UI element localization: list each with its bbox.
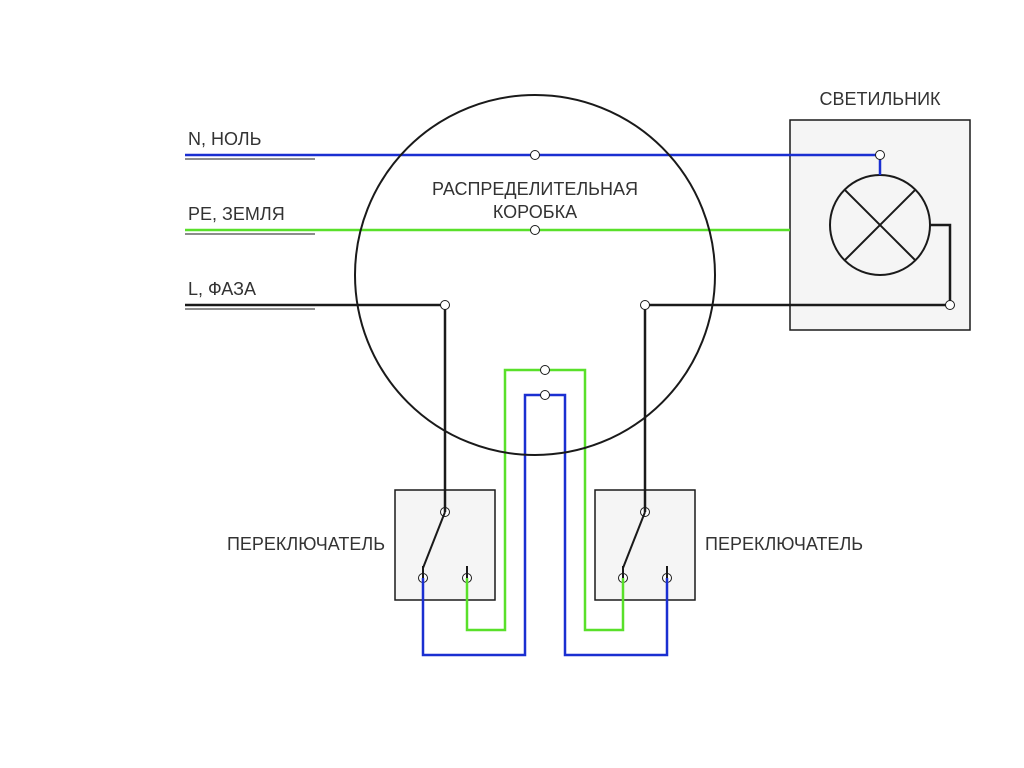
ground-label: PE, ЗЕМЛЯ (188, 204, 285, 224)
switch-right-label: ПЕРЕКЛЮЧАТЕЛЬ (705, 534, 863, 554)
node-lamp-neutral (876, 151, 885, 160)
neutral-label: N, НОЛЬ (188, 129, 261, 149)
lamp-label: СВЕТИЛЬНИК (820, 89, 942, 109)
node-neutral (531, 151, 540, 160)
node-ground (531, 226, 540, 235)
node-traveler-green (541, 366, 550, 375)
switch-left-label: ПЕРЕКЛЮЧАТЕЛЬ (227, 534, 385, 554)
junction-box-label-1: РАСПРЕДЕЛИТЕЛЬНАЯ (432, 179, 638, 199)
wiring-diagram: СВЕТИЛЬНИК ПЕРЕКЛЮЧАТЕЛЬ ПЕРЕКЛЮЧАТЕЛЬ N, Н… (0, 0, 1024, 768)
node-traveler-blue (541, 391, 550, 400)
node-phase-left (441, 301, 450, 310)
junction-box-label-2: КОРОБКА (493, 202, 577, 222)
phase-label: L, ФАЗА (188, 279, 256, 299)
node-lamp-phase (946, 301, 955, 310)
junction-box-circle (355, 95, 715, 455)
node-phase-right (641, 301, 650, 310)
